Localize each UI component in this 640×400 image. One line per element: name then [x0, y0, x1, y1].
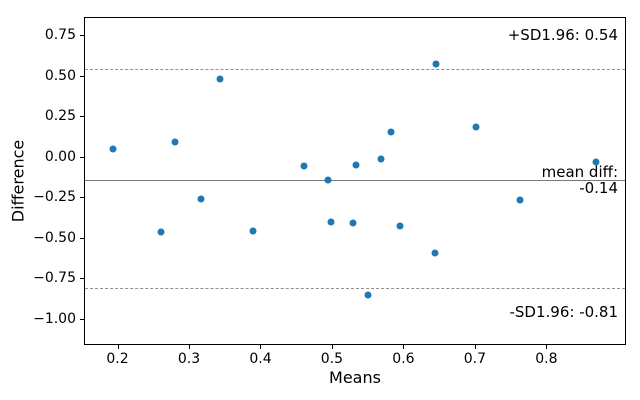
y-tick-mark	[80, 318, 84, 320]
x-tick-mark	[260, 345, 262, 349]
upper-loa-line	[85, 69, 625, 71]
y-tick-mark	[80, 156, 84, 158]
y-tick-mark	[80, 35, 84, 37]
upper-loa-label: +SD1.96: 0.54	[507, 26, 618, 44]
data-point	[396, 222, 404, 230]
mean-diff-line	[85, 179, 625, 181]
y-tick-mark	[80, 278, 84, 280]
data-point	[157, 228, 165, 236]
y-tick-label: 0.00	[44, 148, 76, 165]
data-point	[516, 196, 524, 204]
mean-diff-label: mean diff: -0.14	[542, 164, 618, 196]
data-point	[324, 176, 332, 184]
data-point	[387, 128, 395, 136]
y-tick-label: −0.75	[33, 270, 76, 287]
y-tick-mark	[80, 237, 84, 239]
x-tick-label: 0.6	[392, 351, 415, 367]
data-point	[592, 158, 600, 166]
data-point	[364, 291, 372, 299]
y-tick-label: −0.50	[33, 229, 76, 246]
data-point	[377, 155, 385, 163]
lower-loa-line	[85, 287, 625, 289]
data-point	[352, 161, 360, 169]
x-tick-label: 0.2	[106, 351, 129, 367]
lower-loa-label: -SD1.96: -0.81	[509, 302, 618, 321]
data-point	[300, 162, 308, 170]
x-tick-label: 0.3	[177, 351, 201, 367]
x-tick-mark	[331, 345, 333, 349]
x-tick-mark	[474, 345, 476, 349]
x-tick-mark	[546, 345, 548, 349]
y-tick-label: 0.50	[44, 67, 76, 84]
data-point	[349, 219, 357, 227]
data-point	[197, 195, 205, 203]
x-axis-title: Means	[329, 368, 381, 387]
x-tick-label: 0.8	[535, 351, 558, 367]
y-tick-label: 0.75	[44, 27, 76, 44]
data-point	[216, 75, 224, 83]
x-tick-mark	[188, 345, 190, 349]
y-tick-label: −0.25	[33, 189, 76, 206]
data-point	[432, 60, 440, 68]
x-tick-label: 0.7	[463, 351, 487, 367]
y-tick-label: 0.25	[44, 108, 76, 125]
data-point	[171, 138, 179, 145]
x-tick-mark	[117, 345, 119, 349]
data-point	[249, 227, 257, 235]
data-point	[109, 145, 117, 153]
y-tick-mark	[80, 116, 84, 118]
x-tick-label: 0.5	[320, 351, 344, 367]
y-tick-label: −1.00	[33, 310, 76, 327]
data-point	[327, 218, 335, 226]
data-point	[431, 249, 439, 257]
y-tick-mark	[80, 75, 84, 77]
x-tick-label: 0.4	[249, 351, 272, 367]
x-tick-mark	[403, 345, 405, 349]
y-tick-mark	[80, 197, 84, 199]
mean-diff-label-text: mean diff:	[541, 162, 618, 181]
mean-diff-label-value: -0.14	[579, 178, 618, 197]
data-point	[472, 123, 480, 131]
plot-area: +SD1.96: 0.54 mean diff: -0.14 -SD1.96: …	[84, 17, 626, 345]
